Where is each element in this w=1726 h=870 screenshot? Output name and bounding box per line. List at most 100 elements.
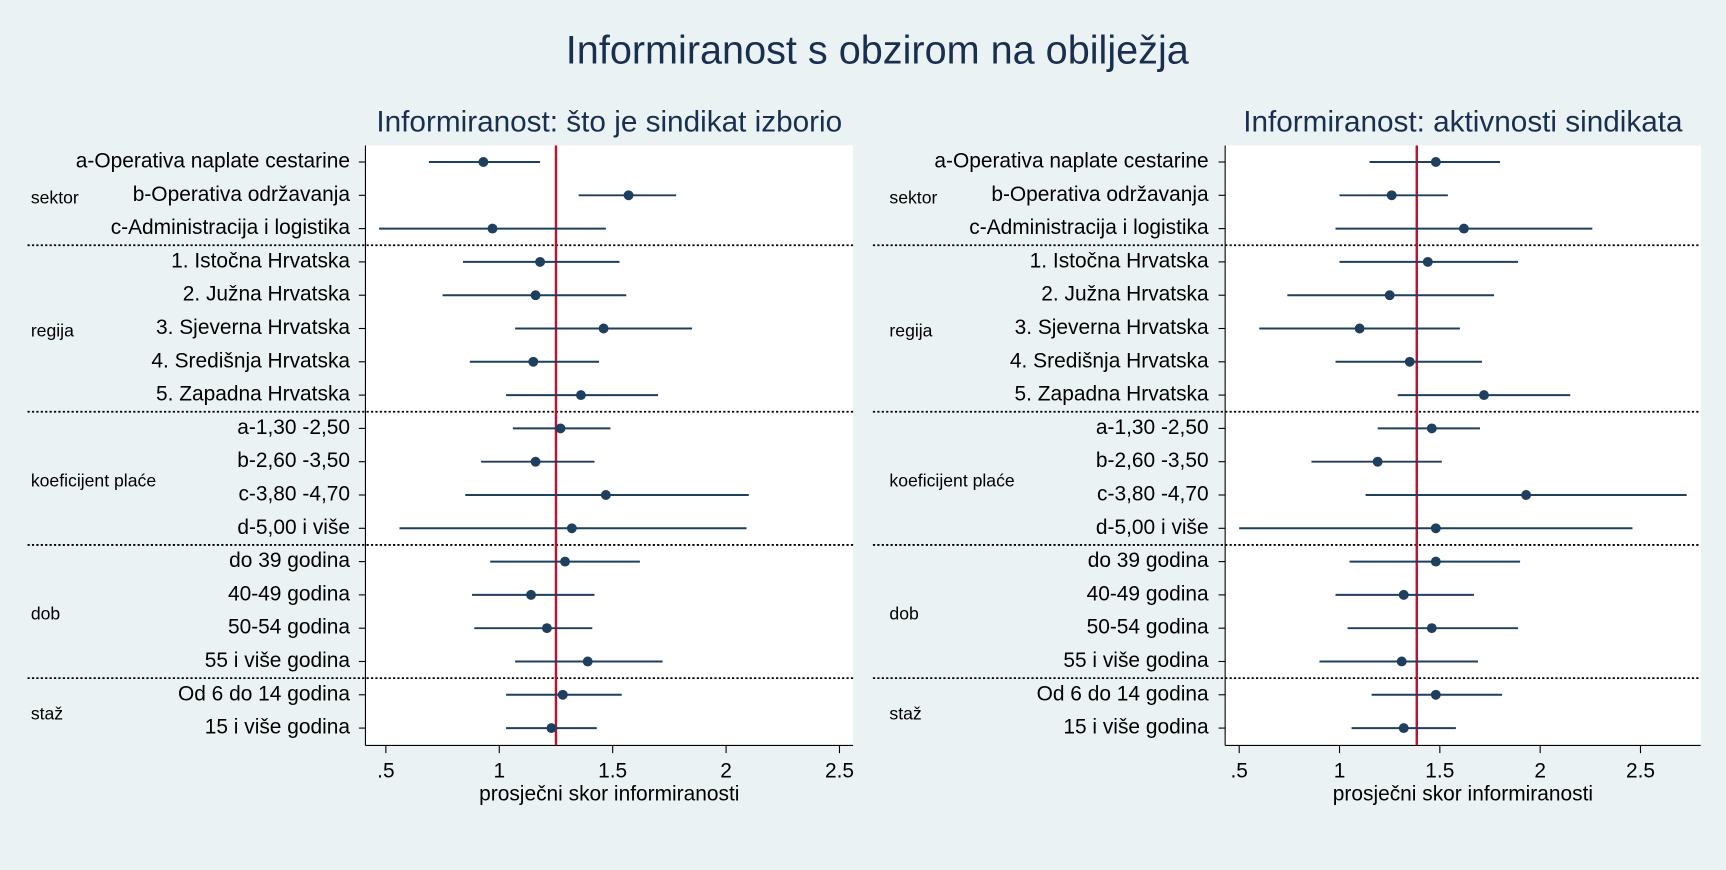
x-tick-label: 2.5 [825,759,854,782]
category-label: 50-54 godina [228,616,350,639]
category-label: b-2,60 -3,50 [1096,449,1209,472]
category-label: 2. Južna Hrvatska [183,283,351,306]
category-label: 50-54 godina [1087,616,1209,639]
x-tick-label: .5 [377,759,394,782]
point [1430,689,1441,700]
category-label: do 39 godina [1088,549,1209,572]
x-tick-label: 2 [1534,759,1546,782]
chart-title: Informiranost s obzirom na obilježja [566,29,1190,73]
category-label: do 39 godina [229,549,350,572]
x-tick-label: .5 [1230,759,1247,782]
category-label: 5. Zapadna Hrvatska [1015,383,1209,406]
point [526,589,536,600]
group-label: koeficijent plaće [889,470,1015,490]
point [530,456,541,467]
x-tick-label: 1 [1334,759,1346,782]
category-label: 40-49 godina [1087,582,1209,605]
category-label: 2. Južna Hrvatska [1041,283,1209,306]
category-label: 15 i više godina [205,716,351,739]
point [1384,290,1395,301]
x-axis-label: prosječni skor informiranosti [1333,782,1593,805]
point [600,490,611,500]
category-label: 4. Središnja Hrvatska [1010,349,1209,372]
point [535,256,546,267]
category-label: b-Operativa održavanja [133,183,351,206]
point [582,656,593,667]
category-label: 3. Sjeverna Hrvatska [1015,316,1209,339]
category-label: 1. Istočna Hrvatska [171,249,350,272]
category-label: c-Administracija i logistika [969,216,1209,239]
plot-area [1225,145,1701,746]
point [560,556,570,567]
point [1430,523,1441,534]
point [1521,490,1532,500]
point [546,723,557,734]
category-label: d-5,00 i više [1096,516,1209,539]
point [1398,589,1409,600]
x-tick-label: 2 [720,759,732,782]
category-label: 55 i više godina [205,649,351,672]
panel-title: Informiranost: što je sindikat izborio [376,105,842,138]
category-label: 40-49 godina [228,582,350,605]
group-label: sektor [31,187,79,207]
point [528,356,539,367]
group-label: staž [889,703,921,723]
point [1396,656,1407,667]
category-label: 55 i više godina [1063,649,1209,672]
x-tick-label: 2.5 [1626,759,1655,782]
category-label: b-2,60 -3,50 [237,449,350,472]
point [478,157,489,167]
group-label: dob [31,603,61,623]
point [555,423,566,434]
category-label: a-1,30 -2,50 [237,416,350,439]
point [487,223,498,234]
point [566,523,577,534]
point [1372,456,1383,467]
plot-area [365,145,854,746]
point [557,689,568,700]
category-label: c-3,80 -4,70 [238,483,350,506]
point [1386,190,1397,201]
category-label: d-5,00 i više [237,516,350,539]
group-label: dob [889,603,919,623]
point [1426,623,1437,634]
point [1430,556,1441,567]
category-label: a-Operativa naplate cestarine [76,150,350,173]
group-label: regija [889,320,932,340]
category-label: 5. Zapadna Hrvatska [156,383,350,406]
point [598,323,609,334]
point [1479,390,1489,401]
category-label: 15 i više godina [1063,716,1209,739]
category-label: Od 6 do 14 godina [178,682,350,705]
point [1404,356,1415,367]
point [1430,157,1441,167]
point [541,623,552,634]
x-tick-label: 1.5 [1425,759,1454,782]
category-label: c-3,80 -4,70 [1097,483,1209,506]
group-label: sektor [889,187,937,207]
category-label: b-Operativa održavanja [991,183,1209,206]
point [575,390,586,401]
point [1426,423,1437,434]
category-label: Od 6 do 14 godina [1037,682,1209,705]
category-label: c-Administracija i logistika [111,216,351,239]
point [1354,323,1365,334]
group-label: regija [31,320,74,340]
x-tick-label: 1 [493,759,505,782]
category-label: 3. Sjeverna Hrvatska [156,316,350,339]
x-axis-label: prosječni skor informiranosti [479,782,739,805]
point [1422,256,1433,267]
group-label: koeficijent plaće [31,470,157,490]
group-label: staž [31,703,63,723]
point [1458,223,1469,234]
x-tick-label: 1.5 [598,759,627,782]
point [1398,723,1409,734]
panel-title: Informiranost: aktivnosti sindikata [1243,105,1683,138]
category-label: 4. Središnja Hrvatska [151,349,350,372]
category-label: a-1,30 -2,50 [1096,416,1209,439]
category-label: 1. Istočna Hrvatska [1030,249,1209,272]
category-label: a-Operativa naplate cestarine [934,150,1208,173]
point [530,290,541,301]
